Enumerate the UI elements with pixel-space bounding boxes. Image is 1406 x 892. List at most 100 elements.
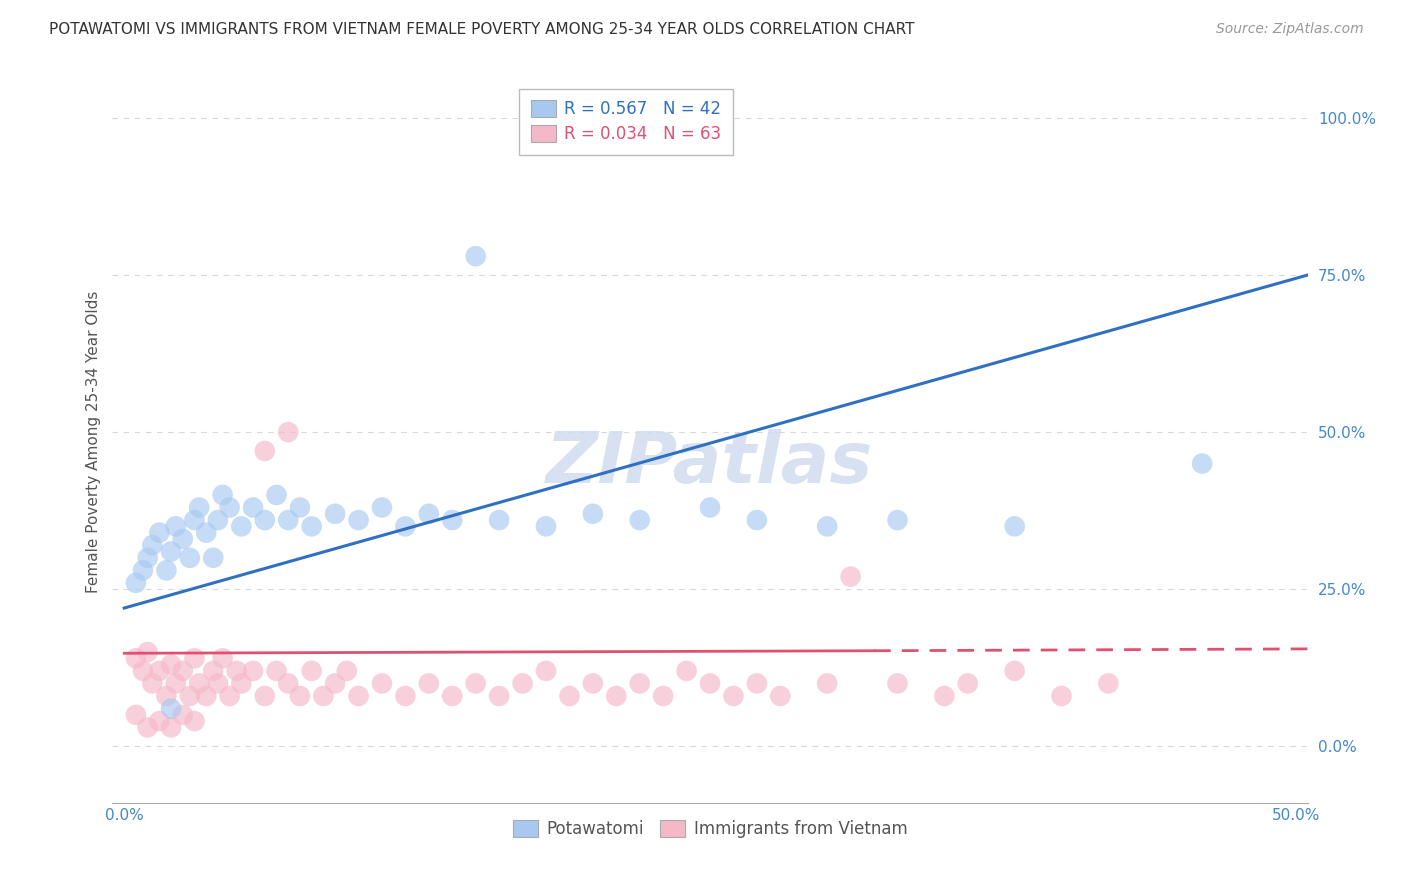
Point: [160, 701, 183, 715]
Point: [745, 513, 768, 527]
Point: [211, 488, 233, 502]
Point: [148, 525, 170, 540]
Point: [125, 707, 148, 722]
Point: [179, 550, 201, 565]
Point: [172, 532, 194, 546]
Point: [148, 714, 170, 728]
Point: [218, 500, 240, 515]
Point: [132, 563, 155, 577]
Point: [582, 507, 605, 521]
Point: [464, 249, 486, 263]
Point: [231, 519, 253, 533]
Point: [207, 513, 229, 527]
Point: [172, 707, 194, 722]
Point: [699, 500, 721, 515]
Point: [839, 569, 862, 583]
Point: [288, 500, 311, 515]
Point: [266, 488, 288, 502]
Point: [202, 550, 225, 565]
Point: [165, 519, 187, 533]
Point: [231, 676, 253, 690]
Point: [558, 689, 581, 703]
Point: [160, 720, 183, 734]
Point: [301, 519, 323, 533]
Point: [745, 676, 768, 690]
Point: [1050, 689, 1073, 703]
Point: [723, 689, 745, 703]
Y-axis label: Female Poverty Among 25-34 Year Olds: Female Poverty Among 25-34 Year Olds: [86, 291, 101, 592]
Text: Source: ZipAtlas.com: Source: ZipAtlas.com: [1216, 22, 1364, 37]
Point: [253, 513, 276, 527]
Point: [165, 676, 187, 690]
Point: [534, 664, 557, 678]
Point: [253, 689, 276, 703]
Point: [418, 676, 440, 690]
Point: [125, 575, 148, 590]
Point: [815, 676, 838, 690]
Point: [202, 664, 225, 678]
Point: [512, 676, 534, 690]
Point: [160, 657, 183, 672]
Point: [211, 651, 233, 665]
Point: [815, 519, 838, 533]
Point: [956, 676, 979, 690]
Point: [136, 550, 159, 565]
Point: [288, 689, 311, 703]
Point: [242, 664, 264, 678]
Point: [155, 563, 177, 577]
Point: [188, 676, 211, 690]
Legend: Potawatomi, Immigrants from Vietnam: Potawatomi, Immigrants from Vietnam: [506, 814, 914, 845]
Point: [652, 689, 675, 703]
Point: [277, 425, 299, 439]
Point: [769, 689, 792, 703]
Point: [207, 676, 229, 690]
Point: [253, 444, 276, 458]
Point: [394, 519, 416, 533]
Point: [155, 689, 177, 703]
Point: [183, 714, 205, 728]
Point: [136, 645, 159, 659]
Point: [628, 676, 651, 690]
Point: [195, 525, 218, 540]
Point: [136, 720, 159, 734]
Point: [218, 689, 240, 703]
Point: [141, 538, 163, 552]
Point: [1097, 676, 1119, 690]
Point: [347, 689, 370, 703]
Point: [1191, 457, 1213, 471]
Text: ZIPatlas: ZIPatlas: [547, 429, 873, 498]
Point: [934, 689, 956, 703]
Point: [886, 513, 908, 527]
Point: [371, 676, 394, 690]
Point: [301, 664, 323, 678]
Point: [125, 651, 148, 665]
Point: [1004, 664, 1026, 678]
Point: [582, 676, 605, 690]
Point: [141, 676, 163, 690]
Point: [347, 513, 370, 527]
Point: [394, 689, 416, 703]
Point: [464, 676, 486, 690]
Point: [1004, 519, 1026, 533]
Point: [242, 500, 264, 515]
Point: [312, 689, 335, 703]
Point: [441, 513, 464, 527]
Point: [336, 664, 359, 678]
Point: [488, 513, 510, 527]
Point: [277, 676, 299, 690]
Point: [488, 689, 510, 703]
Point: [195, 689, 218, 703]
Point: [148, 664, 170, 678]
Point: [160, 544, 183, 558]
Point: [225, 664, 247, 678]
Point: [418, 507, 440, 521]
Point: [886, 676, 908, 690]
Point: [441, 689, 464, 703]
Point: [132, 664, 155, 678]
Point: [605, 689, 627, 703]
Point: [323, 676, 346, 690]
Point: [277, 513, 299, 527]
Point: [628, 513, 651, 527]
Point: [188, 500, 211, 515]
Point: [699, 676, 721, 690]
